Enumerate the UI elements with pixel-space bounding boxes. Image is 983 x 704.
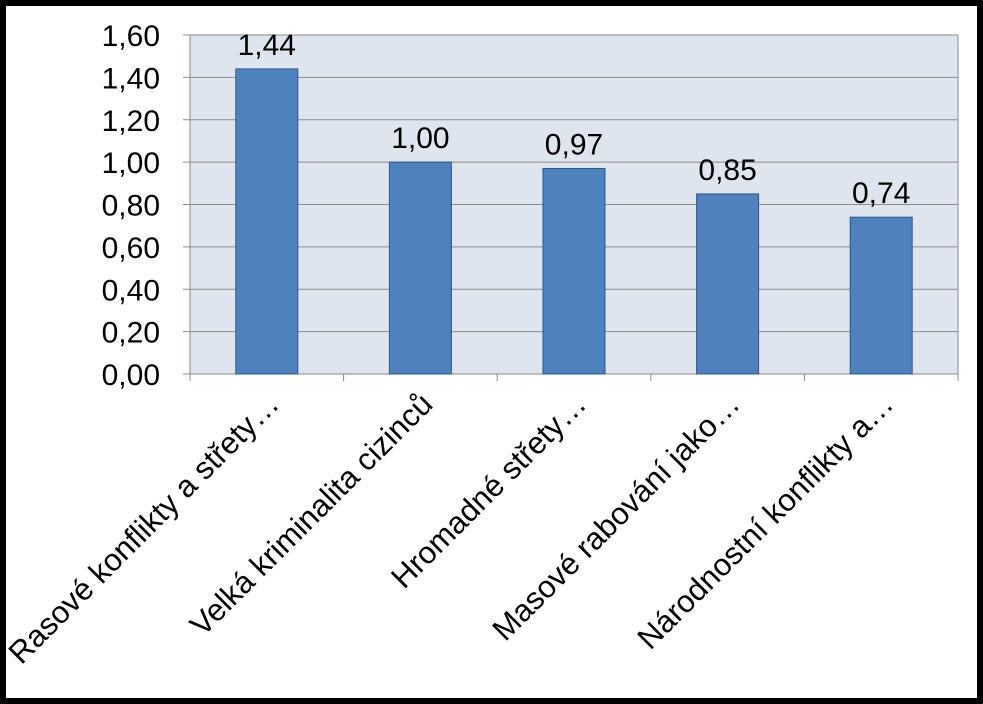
- data-label: 1,00: [391, 122, 449, 155]
- category-label: Rasové konflikty a střety…: [2, 386, 286, 670]
- category-label: Národnostní konflikty a…: [631, 386, 901, 656]
- bar: [696, 193, 760, 375]
- bar: [849, 216, 913, 375]
- y-tick-label: 1,00: [102, 147, 160, 180]
- data-label: 0,97: [545, 128, 603, 161]
- y-tick-label: 1,20: [102, 105, 160, 138]
- y-tick-label: 0,80: [102, 190, 160, 223]
- data-label: 0,85: [698, 154, 756, 187]
- category-label: Masové rabování jako…: [485, 386, 746, 647]
- y-tick-label: 1,60: [102, 20, 160, 53]
- y-tick-label: 0,00: [102, 359, 160, 392]
- y-tick-label: 0,40: [102, 274, 160, 307]
- y-tick-label: 0,60: [102, 232, 160, 265]
- bar: [235, 68, 299, 375]
- bar: [542, 167, 606, 375]
- data-label: 1,44: [238, 29, 296, 62]
- data-label: 0,74: [852, 177, 910, 210]
- y-tick-label: 0,20: [102, 317, 160, 350]
- y-tick-label: 1,40: [102, 62, 160, 95]
- bar: [388, 161, 452, 375]
